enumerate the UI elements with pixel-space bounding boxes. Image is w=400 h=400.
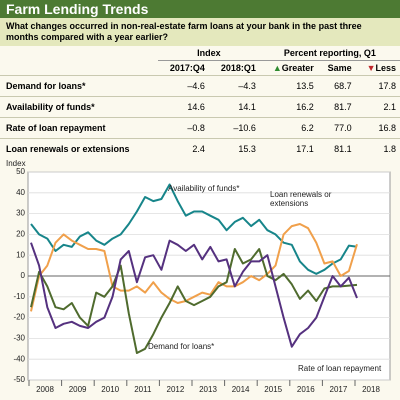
cell: 14.1 [208, 96, 260, 118]
x-tick-label: 2016 [297, 385, 315, 394]
x-tick-label: 2017 [330, 385, 348, 394]
table-row: Rate of loan repayment –0.8 –10.6 6.2 77.0 16… [0, 117, 400, 139]
cell: 68.7 [317, 75, 356, 97]
cell: 15.3 [208, 138, 260, 159]
x-tick-label: 2010 [101, 385, 119, 394]
cell: 1.8 [355, 138, 400, 159]
chart: Index -50 -40 -30 -20 -10 0 10 20 30 40 50 2008 2009… [6, 160, 391, 394]
y-tick-label: -20 [13, 313, 25, 322]
series-line [30, 248, 358, 354]
table-row: Loan renewals or extensions 2.4 15.3 17.1 81… [0, 138, 400, 159]
column-header: Greater [281, 63, 314, 73]
y-axis-title: Index [6, 160, 26, 168]
y-tick-label: 40 [16, 188, 25, 197]
cell: –10.6 [208, 117, 260, 139]
cell: 16.8 [355, 117, 400, 139]
series-line [30, 223, 358, 312]
series-label: Loan renewals or extensions [270, 190, 332, 208]
row-label: Demand for loans* [0, 75, 158, 97]
column-header: 2017:Q4 [169, 63, 205, 73]
column-header: 2018:Q1 [220, 63, 256, 73]
series-line [30, 183, 358, 275]
cell: 16.2 [259, 96, 318, 118]
column-header-cell: ▲Greater [272, 63, 314, 73]
x-tick-label: 2018 [362, 385, 380, 394]
column-header: Less [375, 63, 396, 73]
cell: 6.2 [259, 117, 318, 139]
title: Farm Lending Trends [0, 0, 400, 18]
column-header: Same [327, 63, 352, 73]
y-tick-label: -30 [13, 334, 25, 343]
cell: 81.7 [317, 96, 356, 118]
series-label: Rate of loan repayment [298, 364, 382, 373]
series-label: Demand for loans* [148, 342, 215, 351]
column-header-cell: ▼Less [366, 63, 396, 73]
cell: 81.1 [317, 138, 356, 159]
question: What changes occurred in non-real-estate… [0, 18, 400, 46]
row-label: Rate of loan repayment [0, 117, 158, 139]
y-tick-label: 0 [21, 271, 26, 280]
row-label: Loan renewals or extensions [0, 138, 158, 159]
table-row: Demand for loans* –4.6 –4.3 13.5 68.7 17.8 [0, 75, 400, 97]
y-tick-label: -50 [13, 375, 25, 384]
x-tick-label: 2012 [167, 385, 185, 394]
x-tick-label: 2013 [199, 385, 217, 394]
row-label: Availability of funds* [0, 96, 158, 118]
cell: –0.8 [158, 117, 209, 139]
y-tick-label: 20 [16, 230, 25, 239]
cell: 2.1 [355, 96, 400, 118]
y-tick-label: -40 [13, 354, 25, 363]
cell: 14.6 [158, 96, 209, 118]
y-tick-label: 10 [16, 250, 25, 259]
x-tick-label: 2011 [134, 385, 152, 394]
cell: 17.8 [355, 75, 400, 97]
cell: 77.0 [317, 117, 356, 139]
series-label: Availability of funds* [168, 184, 240, 193]
table-row: Availability of funds* 14.6 14.1 16.2 81.7 2.… [0, 96, 400, 118]
cell: –4.3 [208, 75, 260, 97]
cell: 13.5 [259, 75, 318, 97]
x-tick-label: 2014 [232, 385, 250, 394]
x-tick-label: 2015 [264, 385, 282, 394]
y-tick-label: 30 [16, 209, 25, 218]
cell: –4.6 [158, 75, 209, 97]
y-tick-label: 50 [16, 167, 25, 176]
x-tick-label: 2008 [36, 385, 54, 394]
group-header: Percent reporting, Q1 [259, 46, 400, 61]
x-tick-label: 2009 [69, 385, 87, 394]
y-tick-label: -10 [13, 292, 25, 301]
group-header: Index [158, 46, 260, 61]
series-line [30, 239, 358, 348]
summary-table: Index Percent reporting, Q1 2017:Q4 2018… [0, 46, 400, 159]
cell: 2.4 [158, 138, 209, 159]
cell: 17.1 [259, 138, 318, 159]
